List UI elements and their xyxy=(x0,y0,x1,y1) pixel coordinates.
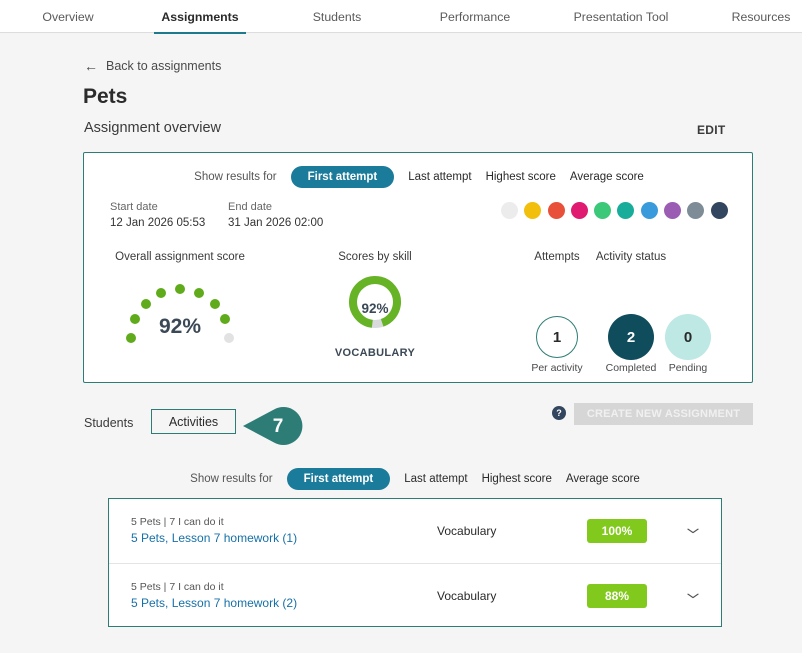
svg-text:7: 7 xyxy=(273,416,284,437)
